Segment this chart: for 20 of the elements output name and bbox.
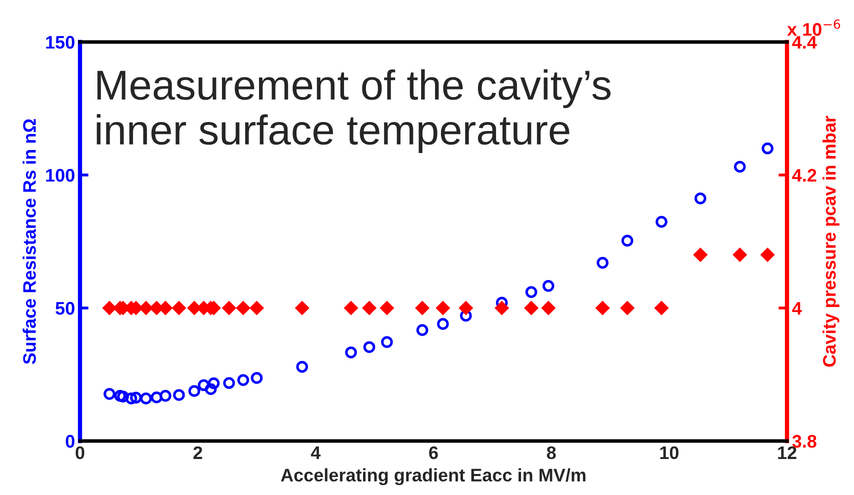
x-tick-label: 0 — [76, 446, 84, 460]
y-tick-label: 100 — [46, 168, 74, 182]
y-tick-label: 0 — [66, 434, 74, 448]
x-tick-label: 12 — [778, 446, 796, 459]
text: x 10$^{−6}$ — [787, 19, 840, 36]
annotation: Measurement of the cavity’s inner surface temperature — [96, 69, 611, 154]
y2-tick-label: 4 — [792, 302, 802, 315]
x-tick-label: 4 — [310, 446, 321, 459]
y2-tick-label: 4.4 — [792, 36, 817, 49]
x-tick-label: 8 — [546, 446, 556, 460]
x-tick-label: 10 — [660, 446, 678, 460]
y-tick-label: 50 — [56, 302, 74, 315]
y2-tick-label: 4.2 — [792, 168, 816, 182]
y-axis-title: Surface Resistance Rs in nΩ — [22, 119, 36, 364]
x-tick-label: 2 — [193, 446, 202, 459]
x-axis-title: Accelerating gradient Eacc in MV/m — [280, 468, 586, 486]
y-tick-label: 150 — [46, 36, 74, 49]
y2-axis-title: Cavity pressure pcav in mbar — [822, 116, 840, 367]
y2-tick-label: 3.8 — [792, 434, 816, 448]
x-tick-label: 6 — [429, 446, 438, 460]
